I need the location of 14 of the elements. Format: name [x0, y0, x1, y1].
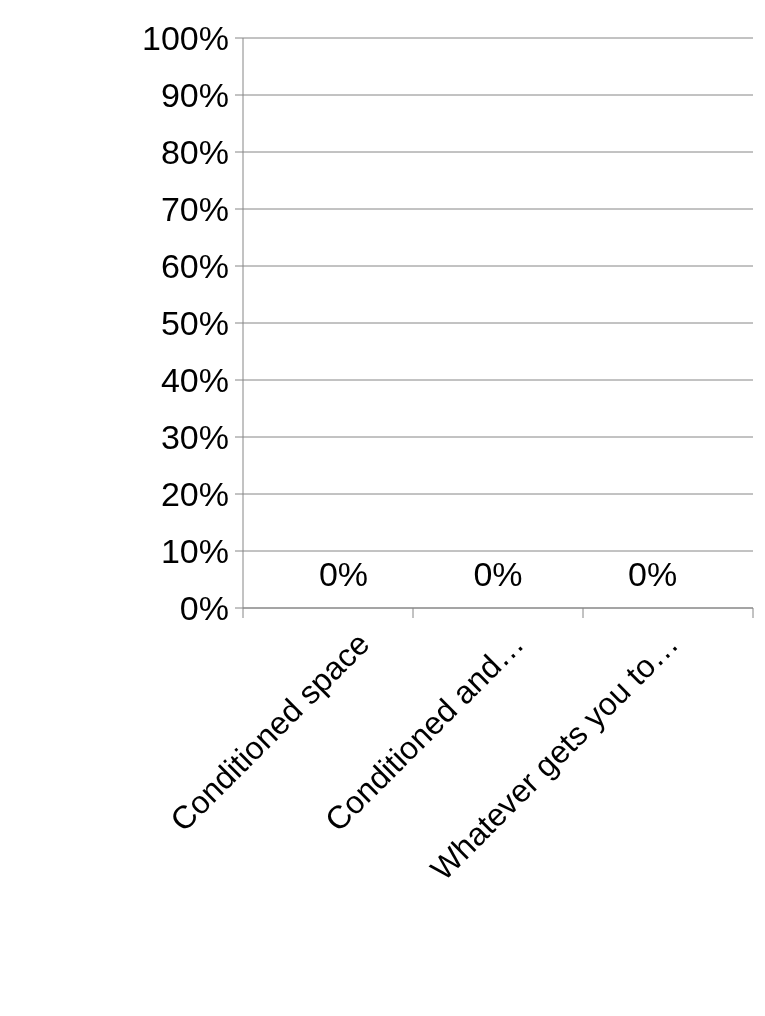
y-tick-label: 70%	[160, 189, 229, 228]
y-tick-label: 20%	[160, 474, 229, 513]
y-tick-label: 100%	[142, 18, 229, 57]
y-tick-label: 10%	[160, 531, 229, 570]
y-tick-label: 0%	[179, 588, 229, 627]
data-label: 0%	[627, 555, 678, 593]
y-tick-label: 40%	[160, 360, 229, 399]
y-tick-label: 80%	[160, 132, 229, 171]
data-label: 0%	[318, 555, 369, 593]
y-tick-label: 30%	[160, 417, 229, 456]
y-tick-label: 90%	[160, 75, 229, 114]
data-label: 0%	[473, 555, 523, 593]
y-tick-label: 50%	[160, 303, 229, 342]
y-tick-label: 60%	[160, 246, 229, 285]
